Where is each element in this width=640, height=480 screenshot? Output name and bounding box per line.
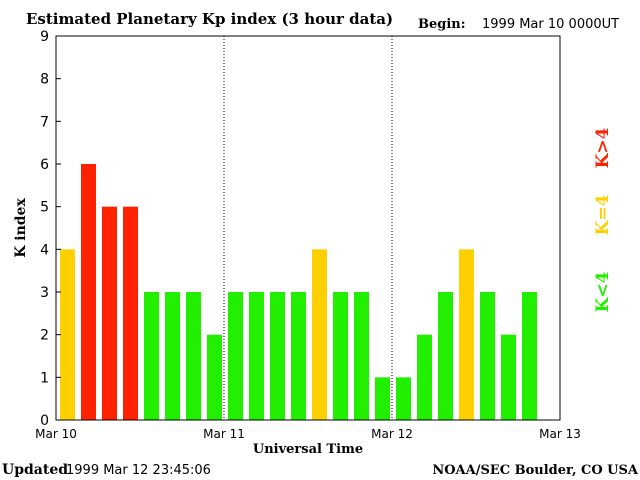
y-tick-label: 8 — [40, 72, 49, 88]
kp-bar — [291, 292, 306, 420]
kp-bar — [60, 249, 75, 420]
kp-bar — [207, 334, 222, 420]
day-divider-group — [223, 36, 393, 420]
credit-text: NOAA/SEC Boulder, CO USA — [432, 463, 639, 478]
x-tick-label: Mar 11 — [203, 427, 245, 441]
updated-label: Updated — [2, 462, 68, 478]
kp-bar — [501, 334, 516, 420]
kp-bar — [333, 292, 348, 420]
kp-bar — [102, 206, 117, 420]
y-tick-label: 6 — [40, 157, 49, 173]
legend-k-equal-4: K=4 — [593, 194, 613, 235]
kp-bar — [459, 249, 474, 420]
legend: K<4 K=4 K>4 — [593, 127, 613, 312]
y-tick-label: 9 — [40, 29, 49, 45]
y-tick-label: 7 — [40, 114, 49, 130]
x-axis-label: Universal Time — [253, 442, 363, 457]
x-tick-label: Mar 12 — [371, 427, 413, 441]
y-tick-label: 4 — [40, 242, 49, 258]
kp-bar — [354, 292, 369, 420]
kp-bar — [480, 292, 495, 420]
x-tick-label: Mar 10 — [35, 427, 77, 441]
legend-k-above-4: K>4 — [593, 127, 613, 168]
x-tick-label: Mar 13 — [539, 427, 581, 441]
kp-bar — [522, 292, 537, 420]
y-axis: 0 1 2 3 4 5 6 7 8 9 — [40, 29, 61, 429]
updated-value: 1999 Mar 12 23:45:06 — [66, 463, 211, 478]
y-tick-label: 5 — [40, 200, 49, 216]
y-tick-label: 2 — [40, 328, 49, 344]
y-tick-label: 3 — [40, 285, 49, 301]
y-tick-label: 1 — [40, 370, 49, 386]
kp-bar — [312, 249, 327, 420]
kp-bar — [123, 206, 138, 420]
y-axis-label: K index — [13, 198, 29, 258]
kp-bar — [417, 334, 432, 420]
kp-bar — [270, 292, 285, 420]
kp-bar — [249, 292, 264, 420]
x-axis: Mar 10 Mar 11 Mar 12 Mar 13 — [35, 427, 581, 441]
legend-k-below-4: K<4 — [593, 271, 613, 312]
kp-bar — [165, 292, 180, 420]
kp-bar — [438, 292, 453, 420]
begin-value: 1999 Mar 10 0000UT — [482, 17, 619, 32]
kp-bar — [186, 292, 201, 420]
plot-frame — [55, 35, 561, 421]
y-tick-label: 0 — [40, 413, 49, 429]
kp-bar — [228, 292, 243, 420]
kp-bar — [144, 292, 159, 420]
chart-title: Estimated Planetary Kp index (3 hour dat… — [26, 10, 393, 28]
kp-bar — [396, 377, 411, 420]
kp-bar — [375, 377, 390, 420]
kp-bar — [81, 164, 96, 420]
bars-group — [60, 164, 537, 420]
begin-label: Begin: — [418, 17, 466, 32]
